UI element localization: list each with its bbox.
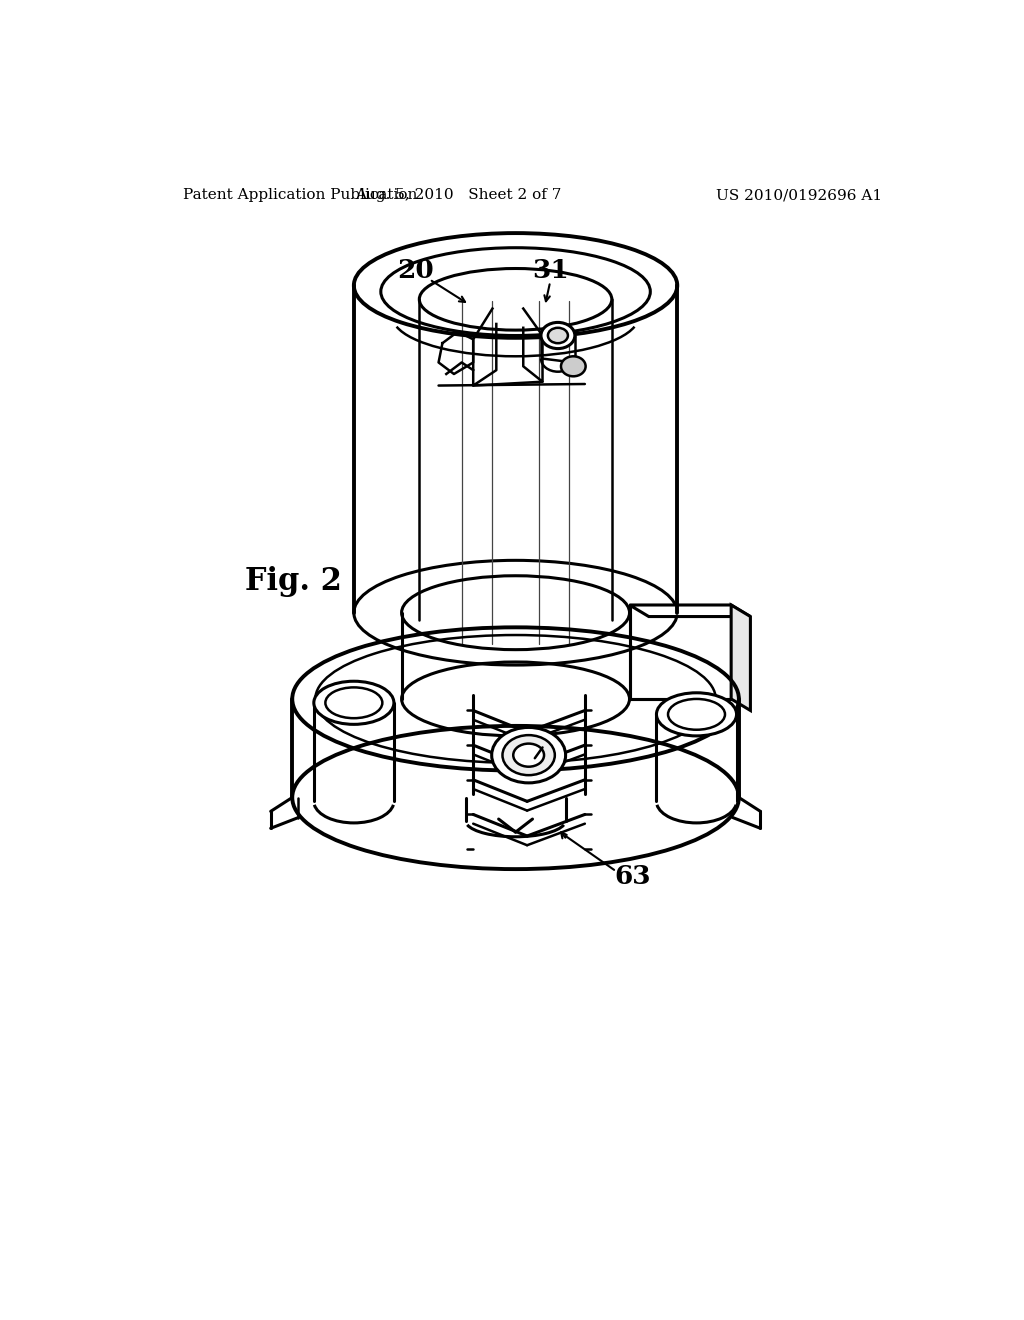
Text: Patent Application Publication: Patent Application Publication bbox=[183, 189, 418, 202]
Ellipse shape bbox=[313, 681, 394, 725]
Ellipse shape bbox=[656, 693, 736, 737]
Text: US 2010/0192696 A1: US 2010/0192696 A1 bbox=[716, 189, 882, 202]
Text: 31: 31 bbox=[531, 257, 568, 282]
Ellipse shape bbox=[503, 735, 555, 775]
Ellipse shape bbox=[561, 356, 586, 376]
Ellipse shape bbox=[492, 727, 565, 783]
Polygon shape bbox=[731, 605, 751, 710]
Polygon shape bbox=[630, 605, 751, 616]
Text: Fig. 2: Fig. 2 bbox=[245, 566, 341, 598]
Ellipse shape bbox=[548, 327, 568, 343]
Ellipse shape bbox=[326, 688, 382, 718]
Text: 20: 20 bbox=[397, 257, 434, 282]
Ellipse shape bbox=[541, 322, 574, 348]
Text: 63: 63 bbox=[614, 863, 650, 888]
Ellipse shape bbox=[668, 700, 725, 730]
Text: Aug. 5, 2010   Sheet 2 of 7: Aug. 5, 2010 Sheet 2 of 7 bbox=[354, 189, 561, 202]
Ellipse shape bbox=[513, 743, 544, 767]
Polygon shape bbox=[630, 605, 731, 700]
